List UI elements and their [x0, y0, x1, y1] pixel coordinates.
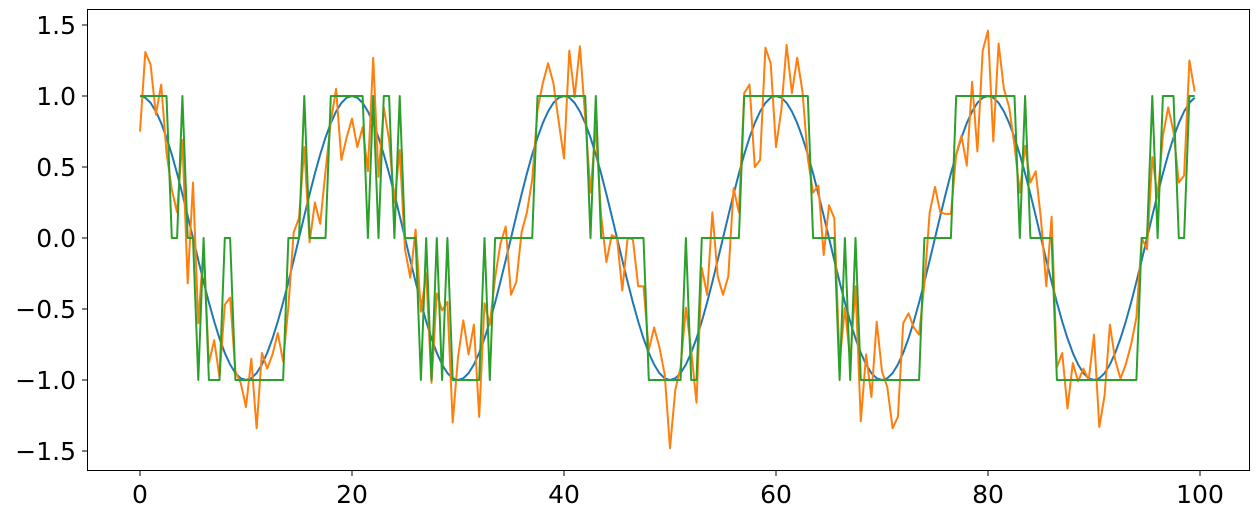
x-tick-label: 0 [132, 480, 148, 509]
x-axis: 0 20 40 60 80 100 [132, 471, 1224, 509]
y-tick-label: −1.5 [15, 437, 76, 466]
x-tick-label: 40 [548, 480, 580, 509]
y-tick-label: 0.0 [36, 224, 76, 253]
y-tick-label: −0.5 [15, 295, 76, 324]
y-axis: 1.5 1.0 0.5 0.0 −0.5 −1.0 −1.5 [15, 11, 88, 466]
y-tick-label: 1.5 [36, 11, 76, 40]
y-tick-label: −1.0 [15, 366, 76, 395]
y-tick-label: 0.5 [36, 153, 76, 182]
series-line-noisy [139, 29, 1196, 450]
series-layer [139, 29, 1196, 450]
y-tick-label: 1.0 [36, 82, 76, 111]
x-tick-label: 80 [972, 480, 1004, 509]
x-tick-label: 100 [1176, 480, 1224, 509]
axes-frame [87, 9, 1250, 471]
x-tick-label: 20 [336, 480, 368, 509]
plot-area [87, 9, 1250, 471]
series-line-quantized [140, 95, 1195, 381]
x-tick-label: 60 [760, 480, 792, 509]
